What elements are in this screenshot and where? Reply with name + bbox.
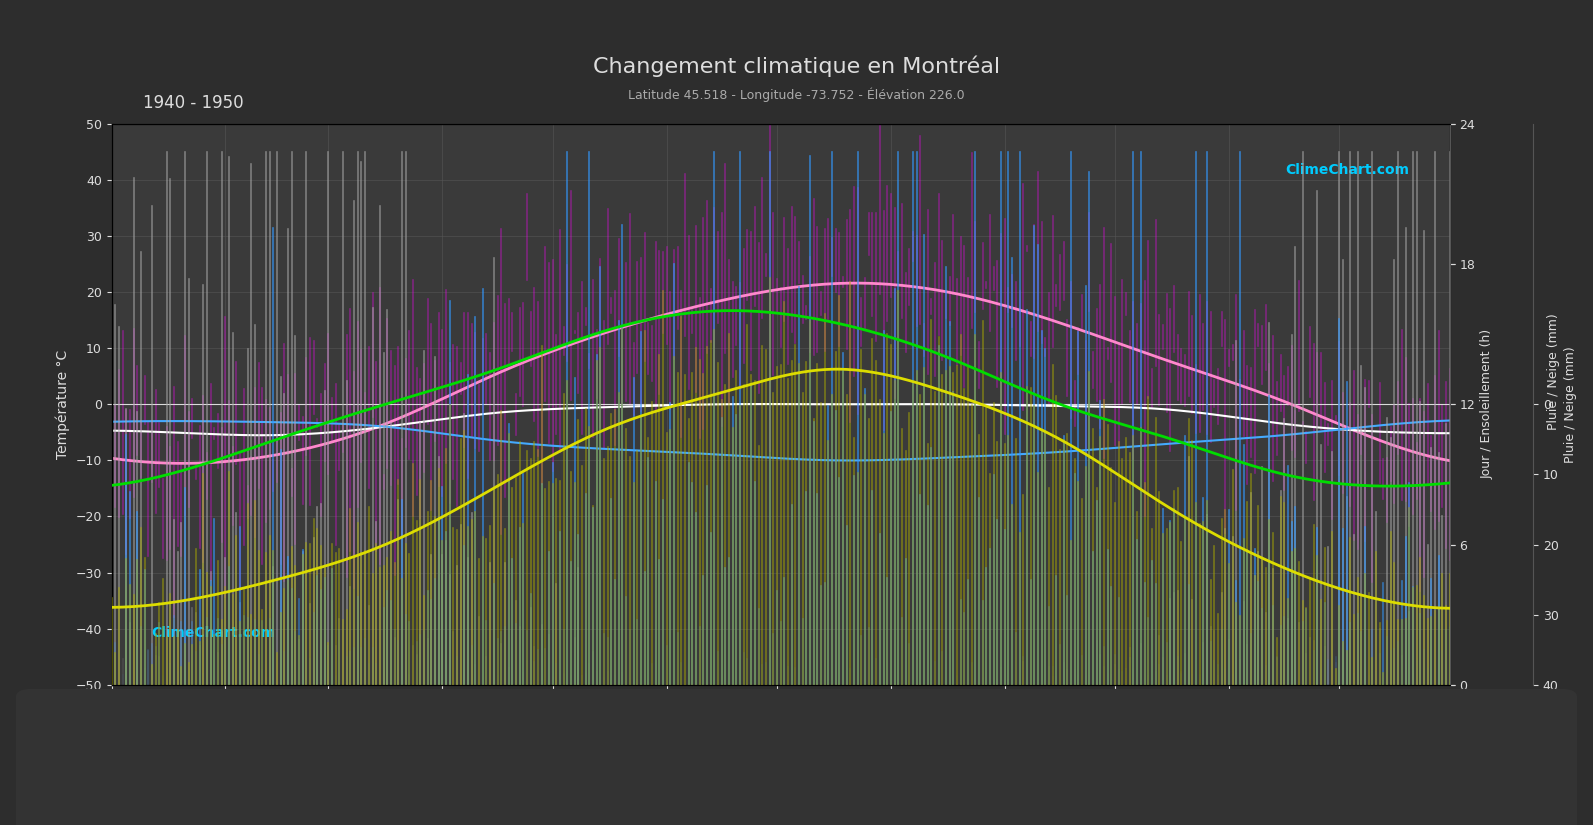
Text: Lumière du jour par jour: Lumière du jour par jour bbox=[502, 726, 645, 739]
Text: Moyenne mensuelle: Moyenne mensuelle bbox=[1219, 759, 1337, 772]
Text: Latitude 45.518 - Longitude -73.752 - Élévation 226.0: Latitude 45.518 - Longitude -73.752 - Él… bbox=[628, 87, 965, 102]
Text: Jour / Ensoleillement (h): Jour / Ensoleillement (h) bbox=[478, 695, 647, 709]
Y-axis label: Jour / Ensoleillement (h): Jour / Ensoleillement (h) bbox=[1481, 329, 1494, 479]
Text: Changement climatique en Montréal: Changement climatique en Montréal bbox=[593, 55, 1000, 77]
Text: Pluie / Neige (mm): Pluie / Neige (mm) bbox=[1547, 313, 1560, 430]
Text: 1940 - 1950: 1940 - 1950 bbox=[143, 94, 244, 112]
Y-axis label: Température °C: Température °C bbox=[56, 350, 70, 459]
Text: Plage min / max par jour: Plage min / max par jour bbox=[119, 726, 266, 739]
Text: —: — bbox=[876, 757, 892, 775]
Text: —: — bbox=[1195, 757, 1211, 775]
Text: —: — bbox=[478, 785, 494, 803]
Text: Soleil par jour: Soleil par jour bbox=[518, 751, 601, 764]
Text: Pluie (mm): Pluie (mm) bbox=[876, 695, 953, 709]
Text: ClimeChart.com: ClimeChart.com bbox=[1286, 163, 1410, 177]
Text: —: — bbox=[478, 724, 494, 742]
Text: Température °C: Température °C bbox=[80, 695, 190, 709]
Text: —: — bbox=[80, 757, 96, 775]
Text: © ClimeChart.com: © ClimeChart.com bbox=[1368, 804, 1466, 814]
Text: Pluie par jour: Pluie par jour bbox=[916, 726, 994, 739]
Text: Neige (mm): Neige (mm) bbox=[1195, 695, 1278, 709]
Text: Moyenne mensuelle: Moyenne mensuelle bbox=[900, 759, 1018, 772]
Text: Moyenne mensuelle d'ensoleillement: Moyenne mensuelle d'ensoleillement bbox=[502, 787, 722, 800]
Text: ClimeChart.com: ClimeChart.com bbox=[151, 626, 276, 640]
Y-axis label: Pluie / Neige (mm): Pluie / Neige (mm) bbox=[1564, 346, 1577, 463]
Text: Moyenne mensuelle: Moyenne mensuelle bbox=[104, 759, 221, 772]
Text: Neige par jour: Neige par jour bbox=[1235, 726, 1319, 739]
